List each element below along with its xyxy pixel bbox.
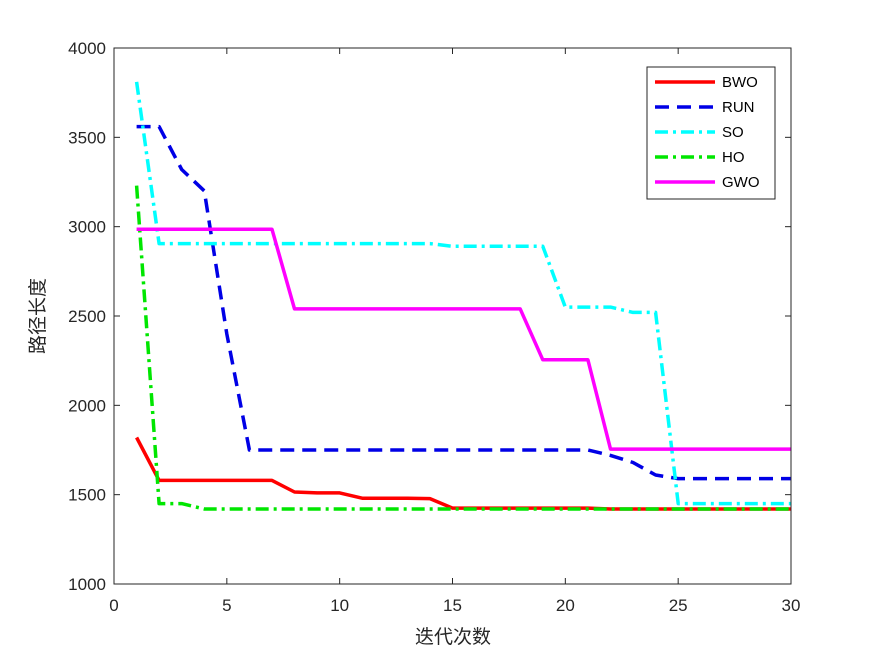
y-tick-label: 1000 bbox=[68, 575, 106, 594]
series-layer bbox=[134, 81, 791, 511]
legend-label-bwo: BWO bbox=[722, 74, 758, 91]
y-axis-title: 路径长度 bbox=[27, 278, 49, 354]
y-tick-label: 4000 bbox=[68, 39, 106, 58]
y-tick-label: 3000 bbox=[68, 218, 106, 237]
x-tick-label: 20 bbox=[556, 596, 575, 615]
y-tick-label: 1500 bbox=[68, 486, 106, 505]
ticks: 0 5 10 15 20 25 30 1000 1500 2000 2500 3000 3500 4000 bbox=[68, 39, 800, 615]
series-line-run bbox=[136, 124, 791, 481]
series-line-ho bbox=[134, 185, 791, 511]
x-tick-label: 15 bbox=[443, 596, 462, 615]
x-tick-label: 5 bbox=[222, 596, 231, 615]
legend-label-so: SO bbox=[722, 124, 744, 141]
y-tick-label: 3500 bbox=[68, 128, 106, 147]
x-tick-label: 30 bbox=[782, 596, 801, 615]
y-tick-label: 2000 bbox=[68, 396, 106, 415]
series-line-so bbox=[134, 81, 791, 506]
x-tick-label: 0 bbox=[109, 596, 118, 615]
x-axis-title: 迭代次数 bbox=[415, 626, 491, 648]
legend: BWO RUN SO HO GWO bbox=[646, 66, 776, 200]
y-tick-label: 2500 bbox=[68, 307, 106, 326]
legend-label-run: RUN bbox=[722, 99, 755, 116]
legend-label-ho: HO bbox=[722, 149, 745, 166]
legend-label-gwo: GWO bbox=[722, 174, 760, 191]
series-line-gwo bbox=[136, 227, 791, 451]
x-tick-label: 10 bbox=[330, 596, 349, 615]
x-tick-label: 25 bbox=[669, 596, 688, 615]
